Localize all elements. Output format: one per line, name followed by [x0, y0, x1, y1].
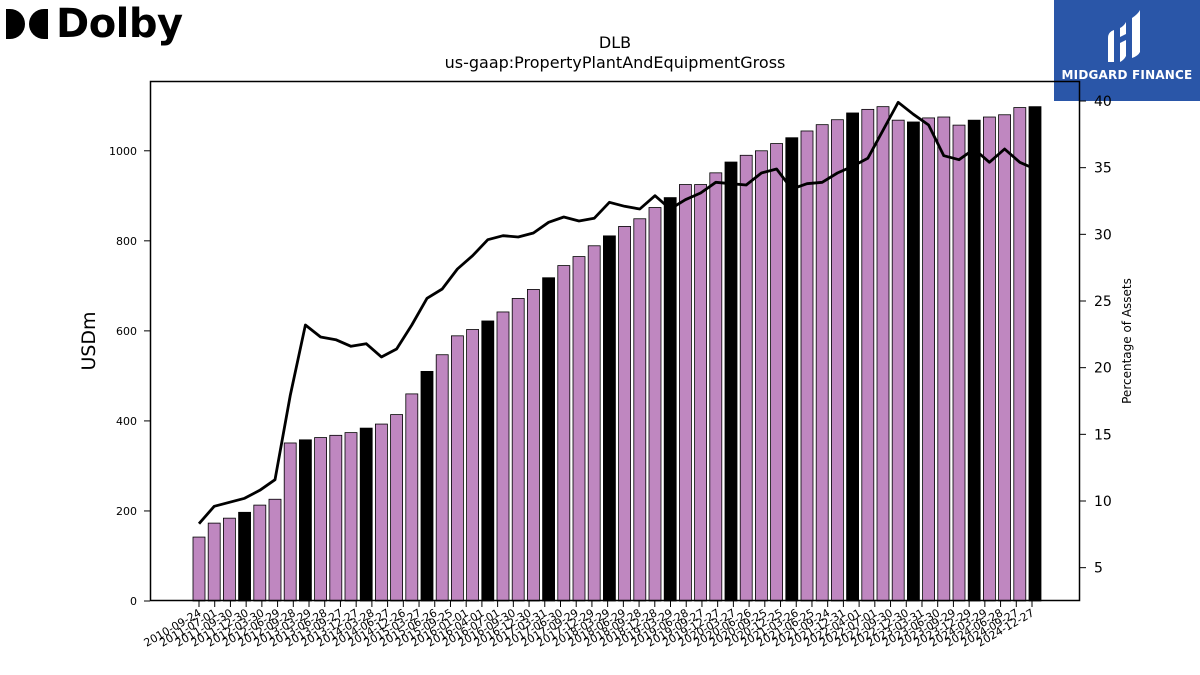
bar	[192, 536, 206, 602]
bar	[298, 439, 312, 602]
bar	[907, 121, 920, 602]
percentage-line	[197, 100, 1036, 525]
bar	[800, 130, 814, 602]
bar	[633, 218, 647, 602]
y2-tick-label: 35	[1094, 161, 1112, 177]
y2-tick-label: 30	[1094, 227, 1112, 243]
midgard-logo-icon	[1108, 10, 1140, 62]
bar	[983, 116, 996, 602]
line-series	[197, 100, 1036, 525]
y-tick-label: 600	[116, 325, 137, 338]
bar	[527, 289, 540, 602]
bar	[770, 143, 783, 602]
bar	[542, 277, 555, 602]
bar	[952, 124, 966, 602]
y2-tick-label: 5	[1094, 561, 1103, 577]
bar	[420, 370, 434, 602]
brand-name: Dolby	[56, 1, 183, 47]
y2-axis-label: Percentage of Assets	[1120, 278, 1134, 404]
bar	[831, 119, 844, 602]
bar	[785, 137, 799, 602]
x-axis: 2010-09-242011-07-012011-09-302011-12-30…	[142, 601, 1037, 650]
bar	[207, 522, 221, 602]
bar	[587, 245, 601, 602]
bar	[679, 184, 692, 602]
bar	[724, 161, 738, 602]
bar	[253, 504, 267, 602]
bar	[572, 256, 586, 602]
bar	[846, 112, 859, 602]
bar	[922, 117, 935, 602]
bar	[603, 235, 616, 602]
bar	[268, 498, 282, 602]
bar	[739, 154, 753, 602]
bar	[815, 124, 829, 602]
bar	[450, 335, 464, 602]
bar	[998, 114, 1011, 602]
bar	[648, 207, 662, 602]
bar	[511, 298, 525, 602]
y-tick-label: 200	[116, 505, 137, 518]
y-tick-label: 800	[116, 235, 137, 248]
dolby-double-d-icon	[6, 9, 48, 39]
bar	[861, 108, 875, 602]
bar	[891, 119, 905, 602]
bar	[329, 434, 343, 602]
bar	[390, 414, 404, 602]
bar	[435, 354, 449, 602]
y2-tick-label: 15	[1094, 427, 1112, 443]
bar	[1013, 107, 1027, 602]
bar	[405, 393, 419, 602]
plot-frame	[149, 80, 1081, 602]
bar	[755, 150, 768, 602]
dolby-logo: Dolby	[4, 2, 183, 46]
chart-title: DLB	[599, 33, 631, 52]
y2-tick-label: 10	[1094, 494, 1112, 510]
y-tick-label: 400	[116, 415, 137, 428]
bar	[314, 437, 328, 602]
bar	[557, 265, 571, 602]
watermark-text: MIDGARD FINANCE	[1061, 68, 1193, 82]
bar	[876, 106, 890, 602]
y-tick-label: 1000	[109, 145, 137, 158]
y2-tick-label: 25	[1094, 294, 1112, 310]
bar	[344, 432, 358, 602]
bar	[663, 197, 677, 602]
bar	[238, 511, 252, 602]
bar	[694, 184, 707, 602]
bar	[359, 427, 373, 602]
y-axis-label: USDm	[78, 311, 100, 370]
bar	[481, 320, 495, 602]
bar	[466, 329, 480, 602]
bar	[1028, 106, 1042, 602]
bar-series	[192, 106, 1042, 602]
y2-axis: 5 10 15 20 25 30 35 40	[1080, 94, 1112, 577]
y-axis: 0 200 400 600 800 1000	[109, 145, 150, 608]
bar	[374, 423, 388, 602]
bar	[618, 226, 631, 602]
bar	[496, 311, 510, 602]
y-tick-label: 0	[130, 595, 137, 608]
bar	[967, 119, 981, 602]
y2-tick-label: 20	[1094, 361, 1112, 377]
bar	[222, 517, 236, 602]
bar	[937, 116, 951, 602]
bar	[283, 442, 297, 602]
bar	[709, 172, 723, 602]
midgard-finance-watermark: MIDGARD FINANCE	[1054, 0, 1200, 101]
y2-tick-label: 40	[1094, 94, 1112, 110]
chart-subtitle: us-gaap:PropertyPlantAndEquipmentGross	[445, 53, 786, 72]
